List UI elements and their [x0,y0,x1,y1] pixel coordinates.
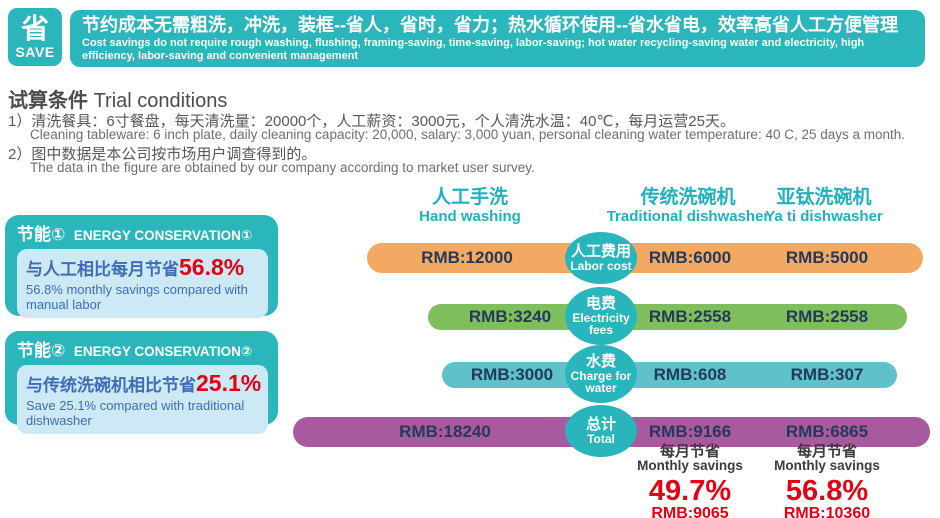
savings1-label-en: Monthly savings [637,458,743,473]
energy1-header: 节能① ENERGY CONSERVATION① [17,220,268,245]
energy2-header-en: ENERGY CONSERVATION② [73,344,253,359]
col2-en: Traditional dishwasher [606,208,770,225]
energy1-header-en: ENERGY CONSERVATION① [73,228,253,243]
banner-body-en: Cost savings do not require rough washin… [82,37,865,62]
trial-title-zh: 试算条件 [8,90,88,112]
savings1-percent: 49.7% [648,475,732,507]
savings2-label-zh: 每月节省 [796,443,858,460]
energy-conservation-box-1: 节能① ENERGY CONSERVATION① 与人工相比每月节省56.8% … [5,215,278,318]
energy2-header: 节能② ENERGY CONSERVATION② [17,336,268,361]
energy1-header-zh: 节能① [17,225,66,244]
save-badge-en: SAVE [15,44,55,60]
save-badge-zh: 省 [20,13,49,44]
row2-label-en: Electricity fees [572,310,630,337]
trial-title-en: Trial conditions [93,90,228,112]
value-total-hand: RMB:18240 [399,422,491,441]
col1-zh: 人工手洗 [431,187,508,208]
col3-en: Ya ti dishwasher [765,208,883,225]
energy2-claim: 与传统洗碗机相比节省25.1% [26,370,262,397]
savings2-amount: RMB:10360 [783,505,871,518]
value-labor-hand: RMB:12000 [421,248,513,267]
savings1-amount: RMB:9065 [651,505,729,518]
value-labor-yati: RMB:5000 [785,248,869,267]
row4-label-zh: 总计 [585,415,616,433]
energy2-claim-zh: 与传统洗碗机相比节省 [26,376,196,395]
value-total-traditional: RMB:9166 [648,422,732,441]
row3-label-zh: 水费 [585,352,616,370]
row-label-total: 总计 Total [565,405,637,457]
savings2-label-en: Monthly savings [774,458,880,473]
banner-headline-zh: 节约成本无需粗洗，冲洗，装框--省人，省时，省力；热水循环使用--省水省电，效率… [82,15,898,35]
row3-label-en: Charge for water [570,368,632,395]
savings1-label-zh: 每月节省 [659,443,721,460]
energy1-claim: 与人工相比每月节省56.8% [26,254,259,281]
row-label-labor-cost: 人工费用 Labor cost [565,232,637,284]
energy2-header-zh: 节能② [17,341,66,360]
trial-item2-zh: 2）图中数据是本公司按市场用户调查得到的。 [8,146,317,163]
value-water-hand: RMB:3000 [470,365,554,384]
energy-conservation-box-2: 节能② ENERGY CONSERVATION② 与传统洗碗机相比节省25.1%… [5,331,278,434]
row-label-electricity-fees: 电费 Electricity fees [565,287,637,345]
row1-label-zh: 人工费用 [570,242,631,260]
energy2-panel: 与传统洗碗机相比节省25.1% Save 25.1% compared with… [17,365,268,434]
value-electricity-traditional: RMB:2558 [648,307,732,326]
col2-zh: 传统洗碗机 [640,187,736,208]
row1-label-en: Labor cost [570,258,632,273]
bar-water-charge [442,362,897,388]
trial-item1-en: Cleaning tableware: 6 inch plate, daily … [30,127,906,142]
column-header-yati-dishwasher: 亚钛洗碗机 Ya ti dishwasher [765,187,883,226]
energy1-claim-zh: 与人工相比每月节省 [26,260,179,279]
bar-electricity-fees [428,304,907,330]
value-water-traditional: RMB:608 [653,365,727,384]
bar-labor-cost [367,243,923,273]
value-total-yati: RMB:6865 [785,422,869,441]
column-header-hand-washing: 人工手洗 Hand washing [419,187,521,226]
row2-label-zh: 电费 [585,294,616,312]
energy1-panel: 与人工相比每月节省56.8% 56.8% monthly savings com… [17,249,268,318]
monthly-savings-yati: 每月节省 Monthly savings 56.8% RMB:10360 [774,444,880,518]
col3-zh: 亚钛洗碗机 [776,187,872,208]
col1-en: Hand washing [419,208,521,225]
value-electricity-hand: RMB:3240 [468,307,552,326]
column-header-traditional-dishwasher: 传统洗碗机 Traditional dishwasher [607,187,770,226]
value-water-yati: RMB:307 [790,365,864,384]
energy2-desc-en: Save 25.1% compared with traditional dis… [26,398,245,428]
row-label-water-charge: 水费 Charge for water [565,345,637,403]
monthly-savings-traditional: 每月节省 Monthly savings 49.7% RMB:9065 [637,444,743,518]
energy2-claim-pct: 25.1% [196,370,262,396]
value-labor-traditional: RMB:6000 [648,248,732,267]
energy1-claim-pct: 56.8% [179,254,245,280]
trial-item1-zh: 1）清洗餐具：6寸餐盘，每天清洗量：20000个，人工薪资：3000元，个人清洗… [8,113,735,130]
value-electricity-yati: RMB:2558 [785,307,869,326]
savings2-percent: 56.8% [785,475,869,507]
row4-label-en: Total [587,431,615,446]
energy1-desc-en: 56.8% monthly savings compared with manu… [26,282,248,312]
trial-conditions-title: 试算条件 Trial conditions [8,84,227,113]
header-banner: 节约成本无需粗洗，冲洗，装框--省人，省时，省力；热水循环使用--省水省电，效率… [70,10,925,67]
save-badge: 省 SAVE [8,8,62,66]
trial-item2-en: The data in the figure are obtained by o… [30,160,535,175]
